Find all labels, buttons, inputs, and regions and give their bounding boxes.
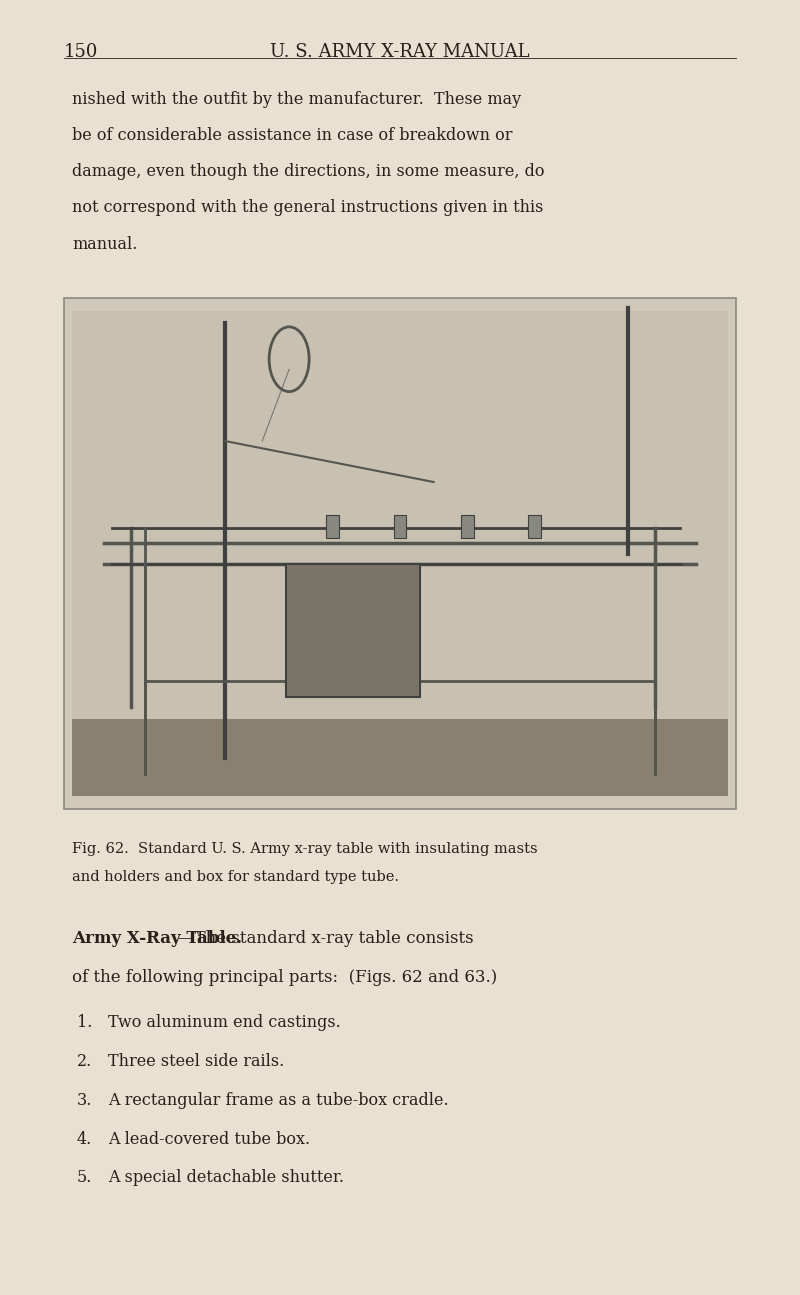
Text: Fig. 62.  Standard U. S. Army x-ray table with insulating masts: Fig. 62. Standard U. S. Army x-ray table…	[72, 842, 538, 856]
Text: and holders and box for standard type tube.: and holders and box for standard type tu…	[72, 870, 399, 884]
Bar	[286, 563, 420, 697]
Text: 3.: 3.	[77, 1092, 92, 1109]
Text: damage, even though the directions, in some measure, do: damage, even though the directions, in s…	[72, 163, 545, 180]
Text: 4.: 4.	[77, 1131, 92, 1147]
Text: A rectangular frame as a tube-box cradle.: A rectangular frame as a tube-box cradle…	[108, 1092, 449, 1109]
Bar	[72, 719, 728, 796]
Text: 1.: 1.	[77, 1014, 92, 1031]
Text: —The standard x-ray table consists: —The standard x-ray table consists	[178, 930, 474, 947]
Text: 2.: 2.	[77, 1053, 92, 1070]
Text: A special detachable shutter.: A special detachable shutter.	[108, 1169, 344, 1186]
Text: of the following principal parts:  (Figs. 62 and 63.): of the following principal parts: (Figs.…	[72, 969, 498, 985]
Bar	[528, 515, 541, 539]
Bar	[461, 515, 474, 539]
Text: not correspond with the general instructions given in this: not correspond with the general instruct…	[72, 199, 543, 216]
Text: Two aluminum end castings.: Two aluminum end castings.	[108, 1014, 341, 1031]
Text: 150: 150	[64, 43, 98, 61]
Bar	[394, 515, 406, 539]
Bar	[72, 311, 728, 796]
Bar	[326, 515, 339, 539]
Text: Army X-Ray Table.: Army X-Ray Table.	[72, 930, 242, 947]
Text: Three steel side rails.: Three steel side rails.	[108, 1053, 284, 1070]
Text: be of considerable assistance in case of breakdown or: be of considerable assistance in case of…	[72, 127, 513, 144]
Text: nished with the outfit by the manufacturer.  These may: nished with the outfit by the manufactur…	[72, 91, 521, 107]
Bar	[64, 298, 736, 809]
Text: U. S. ARMY X-RAY MANUAL: U. S. ARMY X-RAY MANUAL	[270, 43, 530, 61]
Text: 5.: 5.	[77, 1169, 92, 1186]
Text: manual.: manual.	[72, 236, 138, 253]
Text: A lead-covered tube box.: A lead-covered tube box.	[108, 1131, 310, 1147]
